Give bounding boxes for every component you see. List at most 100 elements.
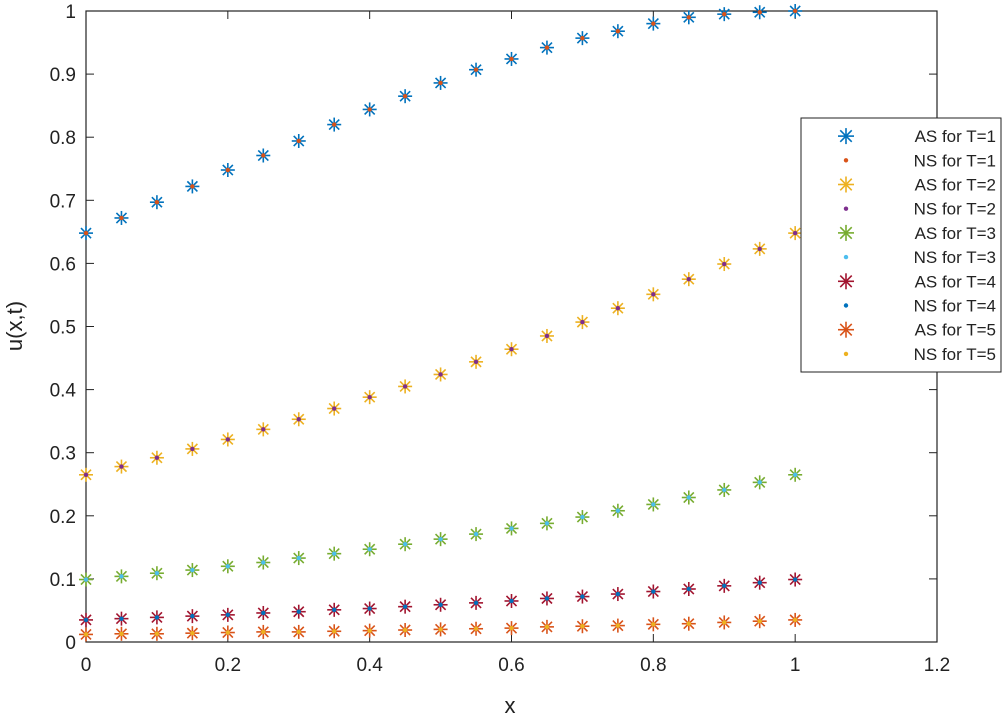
y-tick-label: 0.3 (50, 444, 76, 465)
data-point (225, 437, 231, 442)
data-point (615, 591, 621, 597)
data-point (722, 620, 727, 625)
legend-marker (843, 303, 849, 308)
legend-label: AS for T=3 (915, 224, 996, 243)
data-point (509, 625, 514, 631)
legend-item: AS for T=4 (838, 272, 996, 291)
y-tick-label: 0 (65, 633, 76, 654)
data-point (119, 574, 124, 579)
data-point (792, 472, 798, 477)
data-point (722, 487, 727, 493)
data-point (296, 417, 301, 422)
data-point (225, 167, 231, 173)
data-point (686, 276, 691, 282)
legend-marker (838, 176, 854, 193)
data-point (686, 15, 691, 20)
data-point (296, 138, 301, 144)
data-point (154, 199, 160, 205)
data-point (119, 631, 124, 636)
data-point (473, 67, 479, 72)
data-point (83, 617, 89, 623)
data-point (792, 617, 798, 623)
data-point (509, 598, 514, 604)
data-point (651, 292, 656, 297)
data-point (332, 406, 337, 411)
x-axis-label: x (505, 693, 516, 718)
data-point (615, 28, 621, 34)
data-point (190, 630, 195, 636)
legend-label: NS for T=3 (914, 248, 996, 267)
legend-label: NS for T=4 (914, 297, 996, 316)
data-point (119, 215, 124, 221)
data-point (580, 514, 585, 520)
legend-box (800, 117, 1002, 373)
data-point (119, 464, 124, 469)
data-point (367, 107, 372, 112)
legend-label: NS for T=2 (914, 200, 996, 219)
data-point (792, 577, 798, 582)
y-tick-label: 0.9 (50, 65, 76, 86)
data-point (154, 455, 160, 460)
data-point (402, 541, 408, 547)
data-point (402, 627, 408, 633)
y-axis-label: u(x,t) (2, 301, 27, 351)
legend-label: AS for T=5 (915, 321, 996, 340)
data-point (261, 427, 266, 432)
data-point (473, 359, 479, 365)
data-point (332, 607, 337, 613)
y-tick-label: 0.1 (50, 570, 76, 591)
data-point (438, 372, 443, 377)
legend-marker (838, 321, 854, 338)
data-point (438, 80, 443, 86)
data-point (402, 604, 408, 609)
data-point (544, 624, 550, 630)
data-point (473, 600, 479, 606)
data-point (261, 153, 266, 158)
data-point (296, 555, 301, 561)
y-tick-label: 0.7 (50, 191, 76, 212)
data-point (332, 122, 337, 127)
data-point (438, 536, 443, 542)
series-4 (83, 230, 798, 477)
legend-marker (843, 254, 849, 260)
y-tick-label: 0.6 (50, 254, 76, 275)
series-2 (83, 8, 798, 236)
data-point (225, 630, 231, 635)
legend-label: AS for T=4 (915, 272, 996, 291)
legend-item: NS for T=1 (843, 151, 996, 170)
data-point (509, 56, 514, 62)
series-10 (83, 617, 798, 637)
data-point (332, 551, 337, 556)
legend-marker (838, 128, 854, 145)
data-point (615, 306, 621, 311)
data-point (473, 626, 479, 631)
data-point (722, 11, 727, 17)
series-8 (83, 577, 798, 623)
x-tick-label: 0.6 (498, 655, 524, 676)
data-point (544, 45, 550, 50)
data-point (367, 628, 372, 633)
data-point (225, 564, 231, 569)
data-point (757, 618, 762, 624)
legend-label: AS for T=1 (915, 127, 996, 146)
data-point (190, 184, 195, 189)
x-tick-label: 1 (790, 655, 801, 676)
x-tick-label: 0.8 (640, 655, 666, 676)
data-point (438, 602, 443, 607)
data-point (580, 594, 585, 599)
data-point (332, 629, 337, 634)
legend-marker (843, 206, 849, 211)
data-point (580, 624, 585, 629)
legend-item: NS for T=2 (843, 200, 996, 219)
data-point (722, 583, 727, 589)
data-point (83, 230, 89, 236)
legend-label: AS for T=2 (915, 176, 996, 195)
data-point (261, 560, 266, 565)
x-tick-label: 1.2 (924, 655, 950, 676)
data-point (651, 21, 656, 26)
y-tick-label: 0.8 (50, 128, 76, 149)
data-point (757, 10, 762, 15)
x-tick-label: 0 (81, 655, 92, 676)
legend-item: AS for T=3 (838, 224, 996, 243)
y-tick-label: 0.4 (50, 381, 77, 402)
